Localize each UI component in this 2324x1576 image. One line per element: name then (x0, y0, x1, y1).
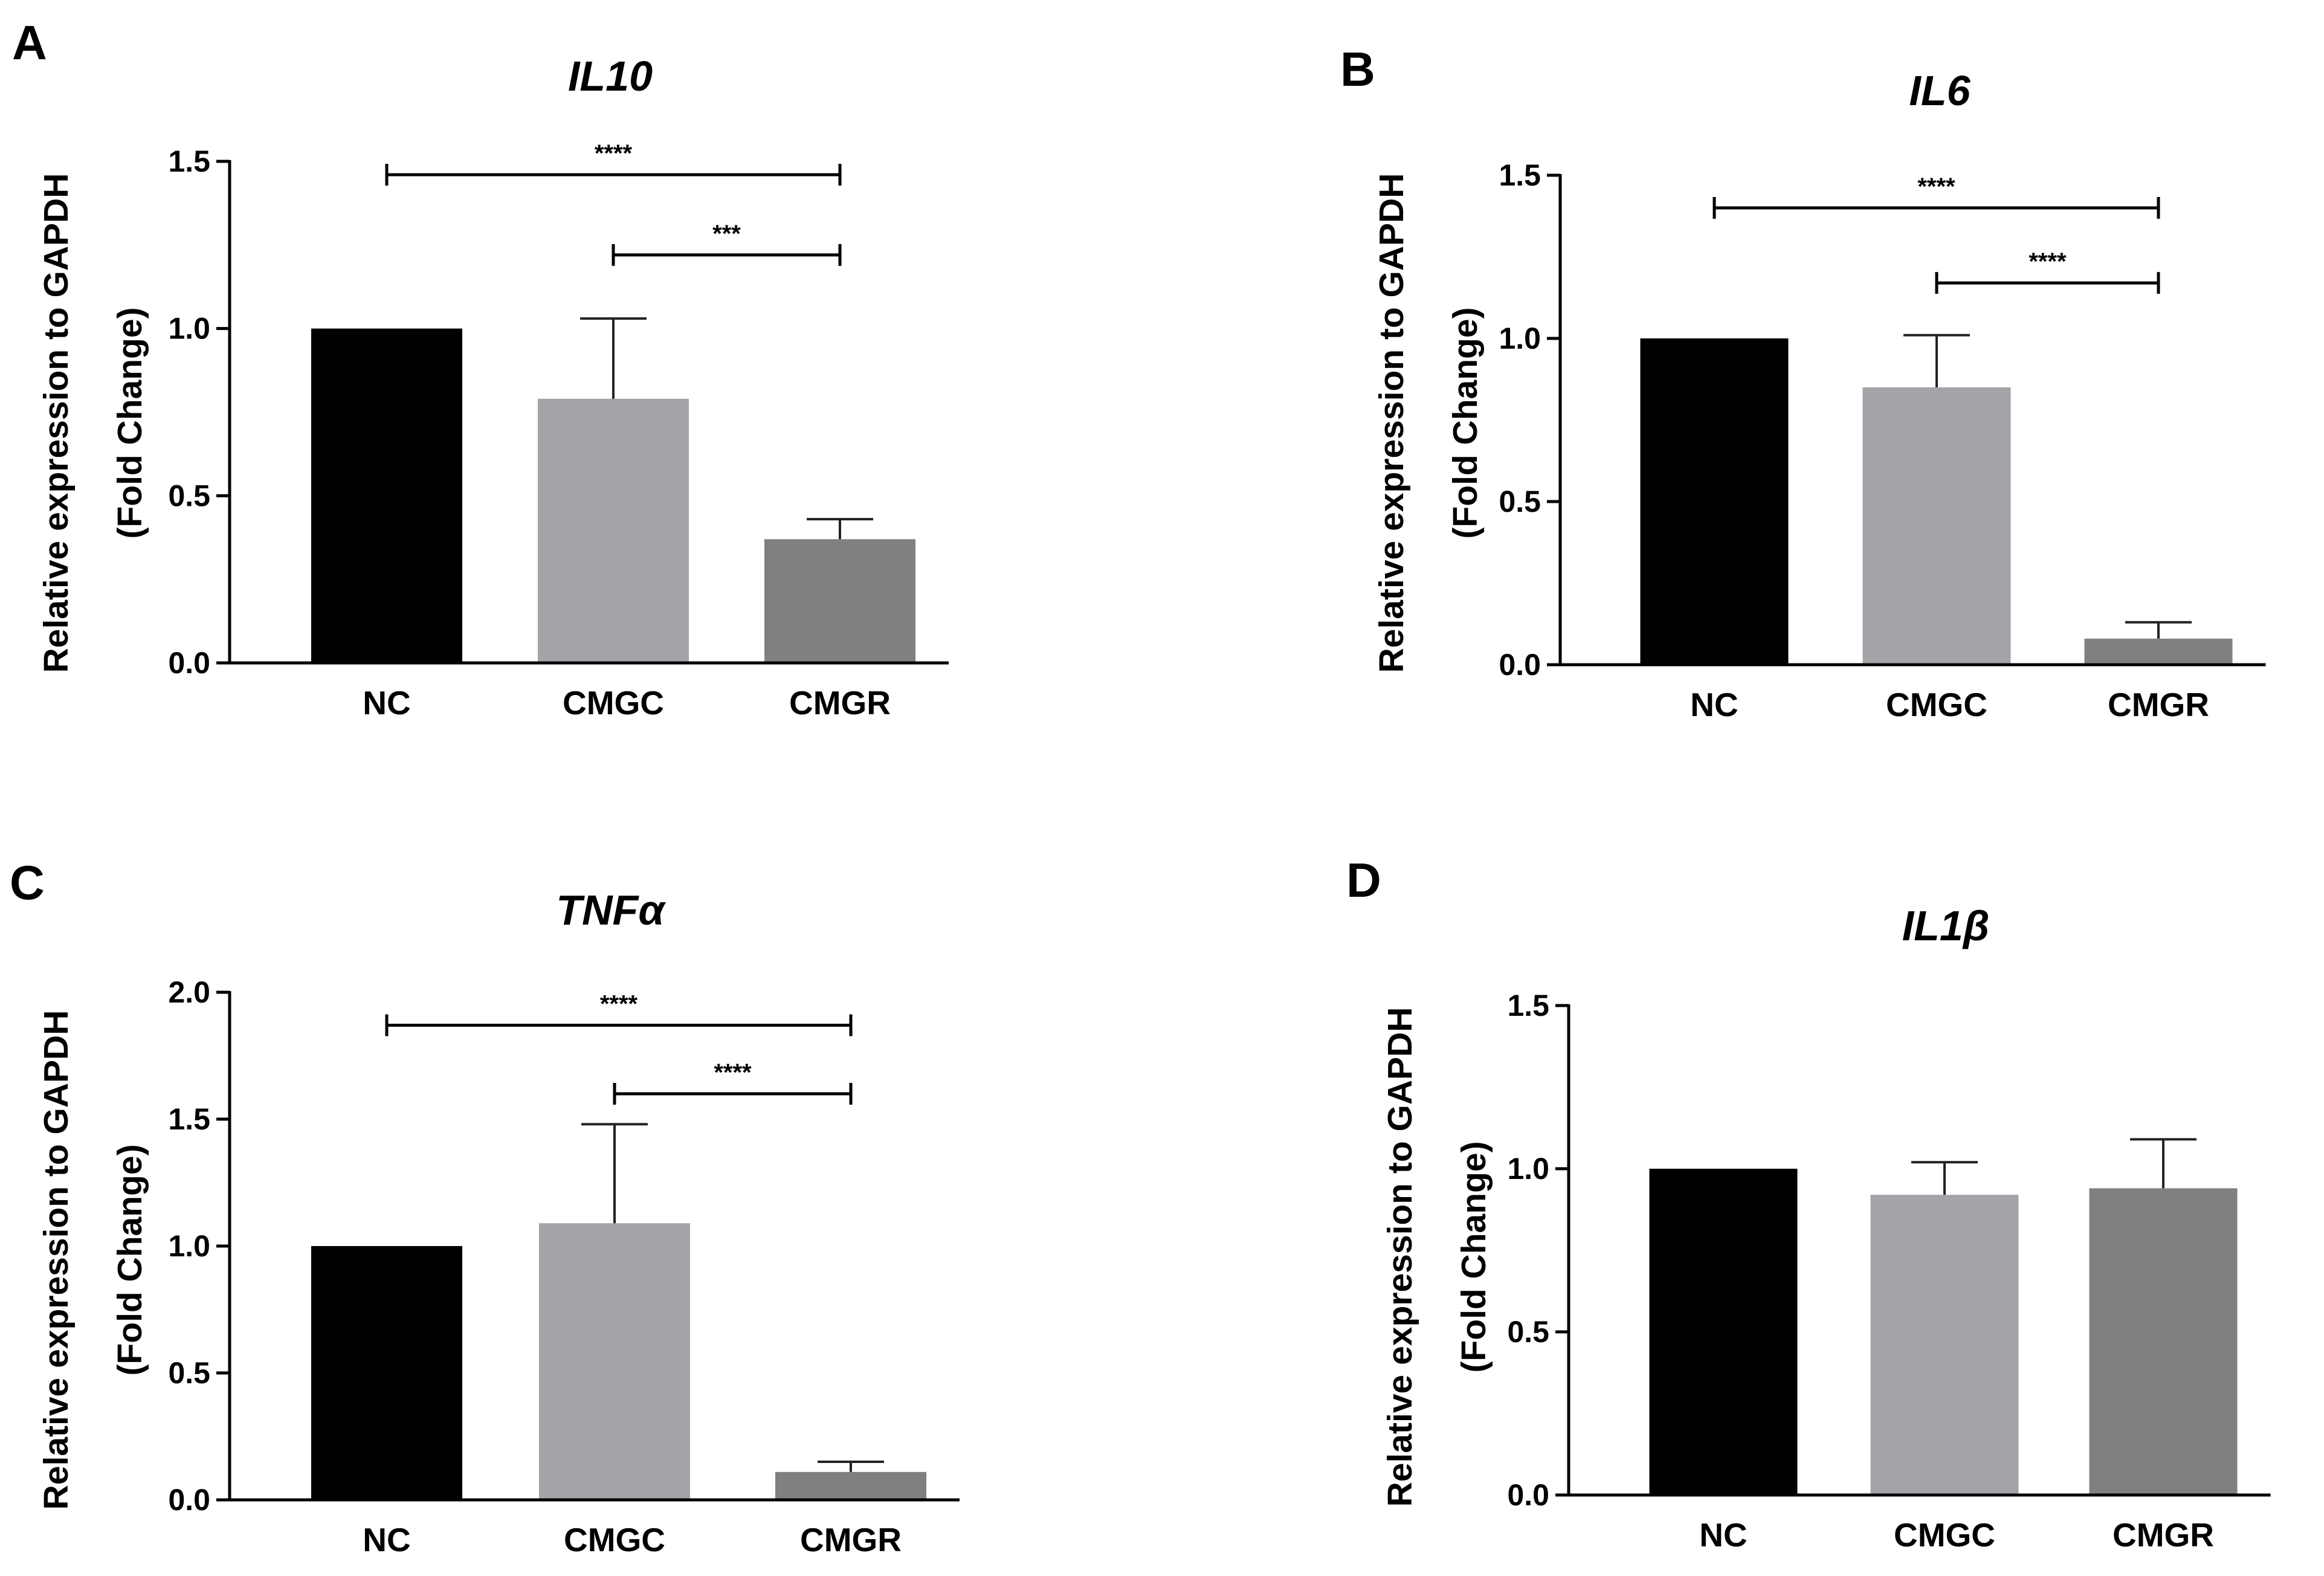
plot-area-d: NC CMGC CMGR 0.0 0.5 1.0 1.5 (1507, 989, 2271, 1554)
bar-d-cmgr (2089, 1188, 2238, 1495)
panel-letter-d: D (1346, 853, 1381, 907)
bar-c-cmgc (539, 1223, 690, 1500)
chart-title-b: IL6 (1909, 67, 1971, 114)
x-tick-label-a-nc: NC (363, 684, 410, 722)
bar-d-cmgc (1870, 1195, 2019, 1495)
y-tick-label-b-0: 0.0 (1499, 648, 1541, 682)
y-tick-label-b-2: 1.0 (1499, 321, 1541, 355)
y-tick-label-b-3: 1.5 (1499, 158, 1541, 192)
chart-title-a: IL10 (568, 53, 653, 100)
x-tick-label-c-cmgr: CMGR (800, 1521, 902, 1558)
x-tick-label-b-cmgc: CMGC (1886, 686, 1987, 723)
y-axis-label-b-line1: Relative expression to GAPDH (1372, 173, 1411, 673)
y-tick-label-c-0: 0.0 (168, 1483, 210, 1517)
x-tick-label-a-cmgc: CMGC (563, 684, 664, 722)
y-tick-label-a-0: 0.0 (168, 646, 210, 680)
sig-label-b-1: **** (2029, 248, 2067, 275)
bar-a-cmgr (764, 539, 915, 663)
bar-d-nc (1649, 1169, 1798, 1495)
y-axis-label-d-line2: (Fold Change) (1454, 1141, 1493, 1372)
x-tick-label-b-nc: NC (1690, 686, 1738, 723)
panel-a: A IL10 Relative expression to GAPDH (Fol… (12, 16, 949, 722)
panel-letter-a: A (12, 16, 47, 69)
y-tick-label-d-2: 1.0 (1507, 1152, 1549, 1186)
bar-b-cmgc (1862, 387, 2011, 665)
sig-label-a-0: **** (595, 140, 633, 167)
bar-c-nc (311, 1246, 462, 1500)
x-tick-label-d-cmgc: CMGC (1894, 1516, 1995, 1554)
x-tick-label-d-cmgr: CMGR (2113, 1516, 2214, 1554)
panel-letter-b: B (1340, 42, 1375, 96)
plot-area-c: NC CMGC CMGR 0.0 0.5 1.0 1.5 2.0 **** **** (168, 975, 960, 1558)
bar-c-cmgr (775, 1471, 926, 1500)
bar-a-cmgc (538, 398, 689, 663)
y-axis-label-d-line1: Relative expression to GAPDH (1381, 1007, 1419, 1507)
y-tick-label-c-1: 0.5 (168, 1356, 210, 1390)
sig-label-b-0: **** (1917, 173, 1955, 200)
panel-letter-c: C (10, 856, 45, 909)
y-axis-label-c-line1: Relative expression to GAPDH (37, 1010, 76, 1510)
panel-d: D IL1β Relative expression to GAPDH (Fol… (1346, 853, 2271, 1554)
y-tick-label-c-4: 2.0 (168, 975, 210, 1009)
plot-area-b: NC CMGC CMGR 0.0 0.5 1.0 1.5 **** **** (1499, 158, 2266, 723)
bar-b-cmgr (2084, 638, 2233, 665)
chart-title-d: IL1β (1902, 902, 1990, 949)
x-tick-label-c-cmgc: CMGC (564, 1521, 665, 1558)
x-tick-label-a-cmgr: CMGR (789, 684, 891, 722)
y-axis-label-a-line1: Relative expression to GAPDH (37, 173, 76, 673)
y-tick-label-d-1: 0.5 (1507, 1315, 1549, 1349)
y-tick-label-a-1: 0.5 (168, 479, 210, 512)
sig-label-c-1: **** (714, 1059, 752, 1086)
panel-b: B IL6 Relative expression to GAPDH (Fold… (1340, 42, 2266, 723)
y-axis-label-a-line2: (Fold Change) (111, 307, 149, 538)
y-tick-label-b-1: 0.5 (1499, 485, 1541, 518)
x-tick-label-c-nc: NC (363, 1521, 410, 1558)
y-axis-label-c-line2: (Fold Change) (111, 1144, 149, 1375)
bar-a-nc (311, 328, 462, 663)
sig-label-a-1: *** (712, 221, 741, 247)
panel-c: C TNFα Relative expression to GAPDH (Fol… (10, 856, 960, 1558)
y-tick-label-d-3: 1.5 (1507, 989, 1549, 1022)
y-tick-label-d-0: 0.0 (1507, 1478, 1549, 1512)
sig-label-c-0: **** (600, 991, 638, 1018)
chart-title-c: TNFα (556, 886, 666, 934)
y-tick-label-a-3: 1.5 (168, 144, 210, 178)
x-tick-label-b-cmgr: CMGR (2108, 686, 2209, 723)
x-tick-label-d-nc: NC (1699, 1516, 1747, 1554)
bar-b-nc (1640, 338, 1789, 665)
y-axis-label-b-line2: (Fold Change) (1446, 307, 1485, 538)
y-tick-label-c-3: 1.5 (168, 1102, 210, 1136)
y-tick-label-c-2: 1.0 (168, 1229, 210, 1263)
y-tick-label-a-2: 1.0 (168, 312, 210, 346)
